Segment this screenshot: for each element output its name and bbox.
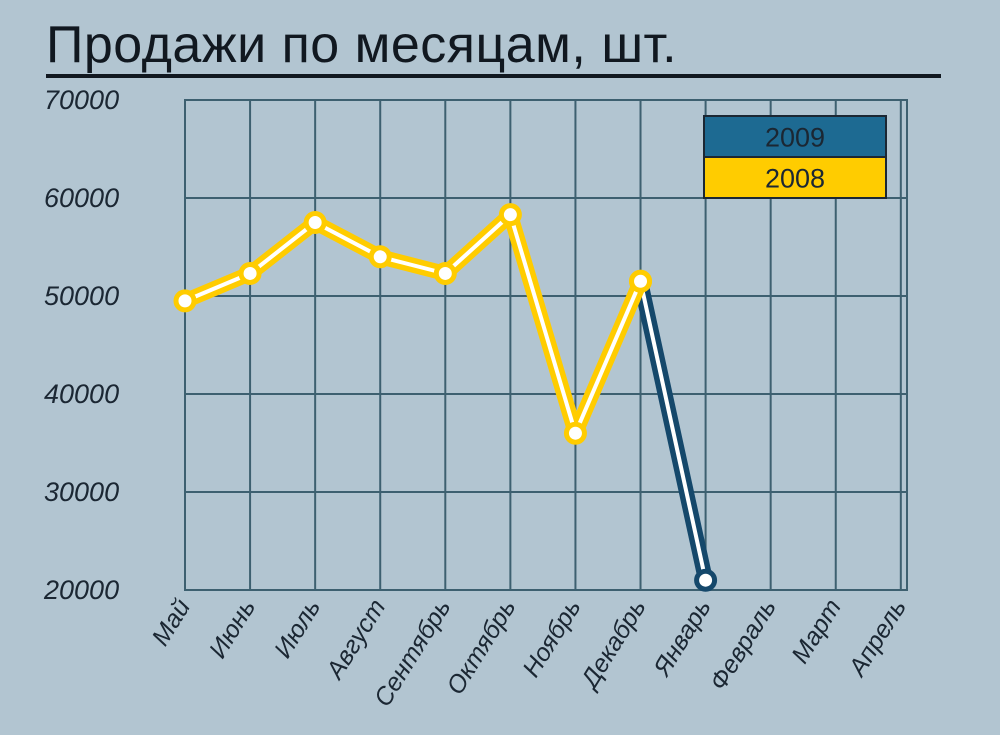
series-line-inner xyxy=(183,212,643,436)
x-tick-label: Март xyxy=(786,594,847,668)
data-point xyxy=(368,245,392,269)
data-point xyxy=(498,203,522,227)
y-tick-label: 40000 xyxy=(44,379,119,409)
series-line-inner xyxy=(638,279,708,583)
x-tick-label: Апрель xyxy=(842,594,912,682)
data-point xyxy=(238,261,262,285)
legend-label: 2009 xyxy=(765,123,825,153)
y-tick-label: 20000 xyxy=(43,575,119,605)
y-tick-label: 60000 xyxy=(44,183,119,213)
series-2008 xyxy=(177,207,648,441)
legend-swatch xyxy=(703,156,887,199)
data-point xyxy=(173,289,197,313)
x-tick-label: Июнь xyxy=(204,594,261,663)
data-point xyxy=(563,421,587,445)
series-2009 xyxy=(633,273,714,588)
x-tick-label: Май xyxy=(146,594,196,650)
legend-swatch xyxy=(703,115,887,158)
x-tick-label: Ноябрь xyxy=(517,594,586,682)
x-axis-ticks: Май Июнь ИюльАвгустСентябрьОктябрьНоябрьДе… xyxy=(146,594,911,711)
series-layer xyxy=(173,203,718,592)
data-point xyxy=(629,269,653,293)
y-tick-label: 50000 xyxy=(44,281,119,311)
x-tick-label: Июль xyxy=(269,594,326,663)
series-line-outer xyxy=(177,207,648,441)
y-tick-label: 70000 xyxy=(44,85,119,115)
y-axis-ticks: 70000 60000 50000 40000 30000 20000 xyxy=(43,85,119,605)
legend-label: 2008 xyxy=(765,164,825,194)
data-point xyxy=(303,211,327,234)
x-tick-label: Январь xyxy=(647,594,716,682)
x-tick-label: Август xyxy=(320,594,391,685)
chart-title: Продажи по месяцам, шт. xyxy=(46,16,677,74)
legend: 2009 2008 xyxy=(703,115,887,199)
data-point xyxy=(694,568,718,592)
data-point xyxy=(433,261,457,285)
y-tick-label: 30000 xyxy=(44,477,119,507)
